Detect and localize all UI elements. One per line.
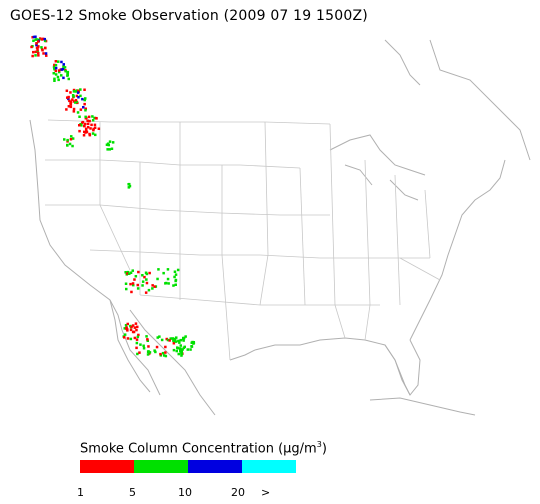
canada-coast (429, 39, 531, 161)
west-coast (29, 119, 161, 396)
page-title: GOES-12 Smoke Observation (2009 07 19 15… (10, 8, 368, 24)
legend-tick-over: > (261, 486, 271, 499)
legend-unit: µg/m (283, 441, 317, 457)
east-coast (409, 159, 506, 341)
legend-swatch-5-10 (134, 460, 188, 473)
legend-swatch-1-5 (80, 460, 134, 473)
map (29, 35, 531, 416)
gulf-of-california (129, 309, 216, 416)
baja-peninsula (109, 299, 151, 393)
cuba (369, 397, 476, 416)
coastline (29, 39, 531, 416)
legend-tick-10: 10 (178, 486, 192, 499)
great-lakes (329, 134, 426, 201)
legend-swatch-20-plus (242, 460, 296, 473)
legend-title-suffix: ) (321, 441, 327, 457)
state-borders (45, 119, 441, 361)
legend-title: Smoke Column Concentration (µg/m3) (80, 440, 327, 456)
legend-swatch-10-20 (188, 460, 242, 473)
legend-tick-20: 20 (231, 486, 245, 499)
legend-tick-1: 1 (77, 486, 84, 499)
gulf-coast (254, 337, 411, 396)
legend-color-bar (80, 460, 296, 473)
legend-tick-5: 5 (129, 486, 136, 499)
florida (384, 339, 421, 396)
hudson-bay (384, 39, 421, 86)
legend-unit-exponent: 3 (316, 440, 322, 449)
texas-coast (229, 349, 256, 361)
legend-title-prefix: Smoke Column Concentration ( (80, 441, 284, 457)
smoke-pixels (30, 35, 196, 358)
